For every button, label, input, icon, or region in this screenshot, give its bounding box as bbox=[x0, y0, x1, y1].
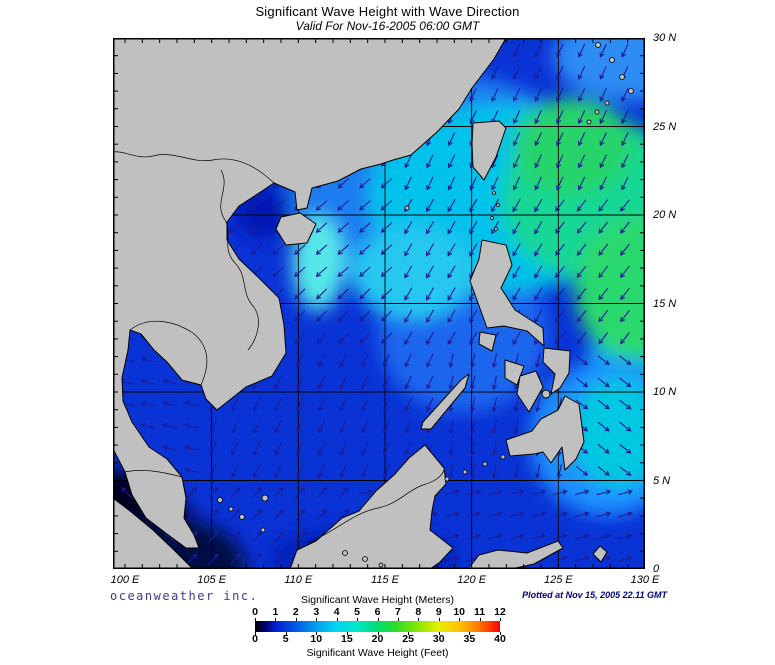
small-islands bbox=[217, 42, 634, 568]
land-halmahera bbox=[592, 545, 608, 563]
legend-tick-m bbox=[377, 618, 379, 621]
lat-label-20: 20 N bbox=[653, 209, 677, 221]
country-borders bbox=[112, 151, 445, 544]
land-sulawesi bbox=[467, 540, 564, 570]
land-mainland-asia bbox=[112, 37, 507, 549]
legend-title-meters: Significant Wave Height (Meters) bbox=[300, 594, 455, 606]
legend-meters-1: 1 bbox=[272, 606, 279, 618]
land-mindanao bbox=[505, 395, 585, 471]
legend-colorbar bbox=[255, 621, 500, 632]
legend-tick-ft bbox=[377, 632, 379, 635]
lon-label-130: 130 E bbox=[630, 574, 660, 586]
legend-feet-5: 5 bbox=[282, 633, 289, 645]
legend-meters-10: 10 bbox=[453, 606, 465, 618]
land-mindoro bbox=[478, 331, 497, 352]
lon-label-100: 100 E bbox=[110, 574, 140, 586]
legend-meters-12: 12 bbox=[494, 606, 506, 618]
map-svg bbox=[45, 11, 713, 646]
legend-feet-20: 20 bbox=[371, 633, 384, 645]
legend-tick-ft bbox=[469, 632, 471, 635]
legend-tick-ft bbox=[316, 632, 318, 635]
legend-tick-m bbox=[275, 618, 277, 621]
legend-meters-9: 9 bbox=[435, 606, 442, 618]
legend-meters-5: 5 bbox=[354, 606, 360, 618]
legend-tick-ft bbox=[255, 632, 256, 635]
land-palawan bbox=[420, 373, 470, 430]
legend-title-feet: Significant Wave Height (Feet) bbox=[306, 647, 449, 659]
legend-tick-m bbox=[418, 618, 420, 621]
legend-tick-ft bbox=[408, 632, 410, 635]
legend-tick-m bbox=[357, 618, 359, 621]
lat-label-15: 15 N bbox=[653, 297, 677, 310]
legend-feet-40: 40 bbox=[494, 633, 506, 645]
map-canvas bbox=[45, 11, 713, 646]
lat-label-10: 10 N bbox=[653, 386, 677, 398]
legend-tick-ft bbox=[285, 632, 287, 635]
legend-feet-35: 35 bbox=[463, 633, 476, 645]
legend-meters-11: 11 bbox=[474, 606, 486, 618]
legend-feet-0: 0 bbox=[252, 633, 258, 645]
legend-tick-m bbox=[479, 618, 481, 621]
legend-meters-3: 3 bbox=[313, 606, 320, 618]
lat-label-25: 25 N bbox=[653, 120, 677, 133]
land-taiwan bbox=[471, 120, 507, 181]
legend-feet-10: 10 bbox=[310, 633, 323, 645]
legend-meters-7: 7 bbox=[394, 606, 401, 618]
legend-tick-m bbox=[459, 618, 461, 621]
oceanweather-branding: oceanweather inc. bbox=[110, 589, 259, 603]
map-frame bbox=[113, 38, 645, 569]
land-masses bbox=[112, 37, 634, 570]
plotted-timestamp: Plotted at Nov 15, 2005 22.11 GMT bbox=[522, 590, 667, 600]
lat-label-30: 30 N bbox=[653, 32, 677, 44]
legend-meters-2: 2 bbox=[292, 606, 299, 618]
legend-tick-m bbox=[500, 618, 501, 621]
page-title: Significant Wave Height with Wave Direct… bbox=[255, 4, 520, 19]
land-bohol bbox=[541, 389, 551, 399]
legend-tick-m bbox=[316, 618, 318, 621]
lon-label-110: 110 E bbox=[284, 574, 313, 586]
lon-label-105: 105 E bbox=[197, 574, 227, 586]
lon-label-125: 125 E bbox=[543, 574, 573, 586]
legend-feet-25: 25 bbox=[402, 633, 414, 645]
lon-label-120: 120 E bbox=[457, 574, 487, 586]
land-samar-leyte bbox=[542, 347, 571, 395]
legend-tick-m bbox=[295, 618, 297, 621]
land-negros-cebu bbox=[516, 370, 544, 413]
legend-tick-m bbox=[397, 618, 399, 621]
legend-meters-6: 6 bbox=[374, 606, 381, 618]
legend-tick-m bbox=[255, 618, 256, 621]
legend-meters-0: 0 bbox=[252, 606, 258, 618]
lon-label-115: 115 E bbox=[371, 574, 399, 586]
legend-tick-ft bbox=[438, 632, 440, 635]
valid-time-subtitle: Valid For Nov-16-2005 06:00 GMT bbox=[295, 19, 480, 33]
legend-feet-30: 30 bbox=[432, 633, 445, 645]
legend-tick-ft bbox=[500, 632, 501, 635]
legend-tick-m bbox=[438, 618, 440, 621]
land-hainan bbox=[275, 212, 317, 246]
land-luzon bbox=[469, 239, 545, 347]
lat-label-5: 5 N bbox=[653, 474, 671, 487]
legend-meters-8: 8 bbox=[415, 606, 422, 618]
legend-feet-15: 15 bbox=[341, 633, 353, 645]
legend-tick-ft bbox=[346, 632, 348, 635]
lat-label-0: 0 bbox=[653, 563, 660, 575]
legend-tick-m bbox=[336, 618, 338, 621]
legend-meters-4: 4 bbox=[333, 606, 340, 618]
land-borneo bbox=[289, 444, 454, 570]
